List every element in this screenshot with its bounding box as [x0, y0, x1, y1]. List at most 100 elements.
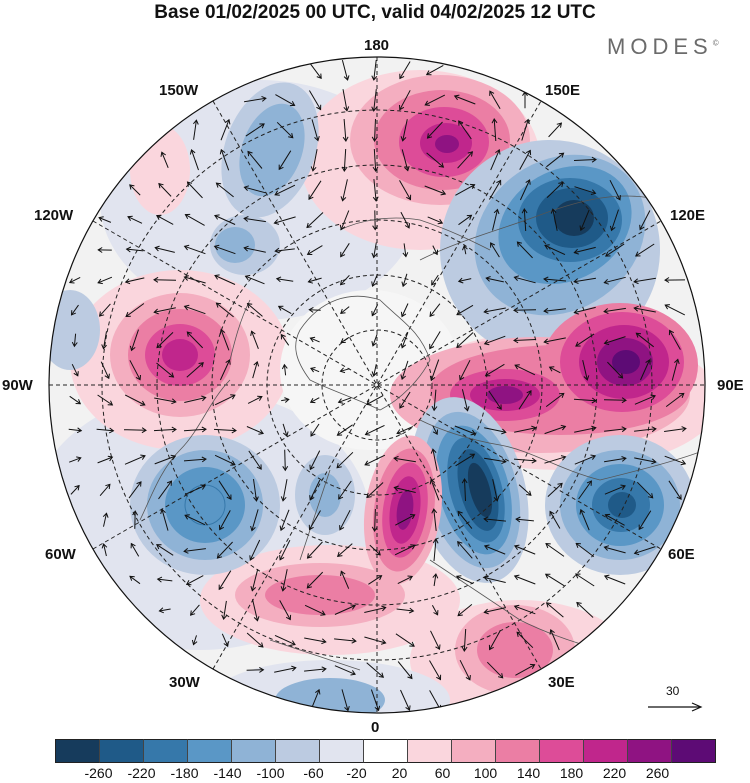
wind-arrow — [603, 399, 627, 401]
wind-arrow — [399, 180, 411, 200]
wind-arrow — [274, 184, 296, 196]
wind-arrow-head — [306, 222, 312, 229]
wind-arrow-head — [459, 375, 465, 381]
wind-arrow — [424, 185, 446, 195]
wind-arrow-head — [513, 337, 519, 344]
wind-arrow-head — [216, 553, 223, 559]
wind-arrow-head — [253, 496, 259, 502]
reference-vector-arrow — [648, 702, 703, 712]
wind-arrow-head — [183, 275, 190, 281]
wind-arrow-head — [430, 448, 437, 454]
wind-arrow — [246, 632, 264, 648]
wind-arrow-head — [247, 150, 253, 157]
wind-arrow — [216, 302, 234, 318]
wind-arrow-head — [281, 363, 288, 370]
wind-arrow — [125, 303, 145, 317]
wind-arrow — [373, 179, 377, 201]
wind-arrow-head — [98, 311, 105, 317]
wind-arrow-head — [289, 101, 296, 107]
wind-arrow-head — [339, 280, 346, 286]
wind-arrow-head — [200, 484, 206, 490]
wind-arrow-head — [664, 304, 670, 310]
wind-arrow — [401, 332, 409, 348]
wind-arrow — [459, 359, 471, 381]
wind-arrow-head — [336, 462, 342, 469]
wind-arrow-head — [342, 136, 349, 142]
wind-arrow — [129, 184, 141, 196]
wind-arrow-head — [308, 194, 314, 200]
wind-arrow — [432, 425, 438, 435]
wind-arrow — [96, 428, 114, 432]
wind-arrow-head — [309, 397, 316, 404]
wind-arrow-head — [125, 311, 131, 318]
wind-arrow-head — [306, 583, 313, 589]
wind-arrow — [546, 602, 564, 618]
wind-arrow — [219, 359, 231, 381]
wind-arrow-head — [381, 605, 387, 612]
wind-arrow-head — [136, 481, 142, 487]
wind-arrow-head — [513, 574, 520, 581]
wind-arrow — [366, 482, 384, 498]
wind-arrow — [69, 395, 81, 405]
wind-arrow — [217, 541, 233, 559]
wind-arrow — [184, 514, 206, 526]
wind-arrow-head — [244, 274, 251, 281]
wind-arrow — [516, 518, 534, 522]
wind-arrow — [429, 690, 441, 710]
wind-arrow — [514, 545, 536, 555]
wind-arrow — [543, 278, 567, 282]
wind-arrow-head — [393, 485, 399, 492]
colorbar-swatch — [539, 739, 583, 763]
wind-arrow-head — [490, 242, 496, 248]
wind-arrow — [373, 242, 377, 258]
wind-arrow-head — [186, 181, 193, 187]
wind-arrow — [373, 363, 377, 377]
wind-arrow — [484, 335, 506, 345]
wind-arrow — [611, 209, 619, 231]
wind-arrow-head — [404, 223, 410, 229]
wind-arrow — [310, 397, 320, 403]
wind-arrow — [456, 575, 474, 585]
wind-arrow — [309, 479, 321, 501]
wind-arrow-head — [664, 277, 670, 283]
wind-arrow — [463, 245, 467, 255]
wind-arrow — [159, 608, 171, 612]
wind-arrow — [432, 449, 438, 471]
wind-arrow-head — [544, 573, 551, 579]
wind-arrow-head — [340, 570, 346, 577]
wind-arrow-head — [107, 455, 114, 462]
wind-arrow — [548, 122, 562, 138]
colorbar-tick-label: 20 — [391, 765, 408, 781]
wind-arrow — [573, 159, 597, 161]
wind-arrow-head — [633, 549, 640, 556]
wind-arrow-head — [393, 455, 399, 462]
wind-arrow-head — [284, 397, 290, 403]
lon-label-60e: 60E — [668, 546, 695, 563]
wind-arrow — [216, 182, 234, 198]
wind-arrow-head — [521, 208, 528, 214]
wind-arrow — [574, 306, 596, 314]
wind-arrow-head — [676, 494, 682, 501]
wind-arrow-head — [256, 464, 262, 470]
anomaly-field — [49, 57, 705, 713]
wind-arrow — [334, 605, 356, 615]
lon-label-120e: 120E — [670, 207, 706, 224]
wind-arrow-head — [609, 225, 616, 232]
wind-arrow — [396, 608, 414, 612]
wind-arrow-head — [432, 429, 438, 436]
wind-arrow — [429, 331, 441, 349]
wind-arrow-head — [364, 430, 371, 436]
wind-arrow — [214, 454, 236, 466]
wind-arrow — [158, 480, 172, 500]
wind-arrow — [340, 368, 350, 372]
wind-arrow — [342, 179, 348, 201]
wind-arrow-head — [409, 641, 415, 647]
wind-arrow-head — [223, 641, 229, 648]
wind-arrow-head — [153, 308, 159, 315]
wind-arrow-head — [469, 453, 476, 459]
wind-arrow-head — [633, 305, 639, 312]
wind-arrow — [186, 575, 204, 585]
wind-arrow-head — [483, 339, 490, 346]
wind-arrow — [127, 216, 143, 224]
wind-arrow-head — [426, 133, 433, 139]
